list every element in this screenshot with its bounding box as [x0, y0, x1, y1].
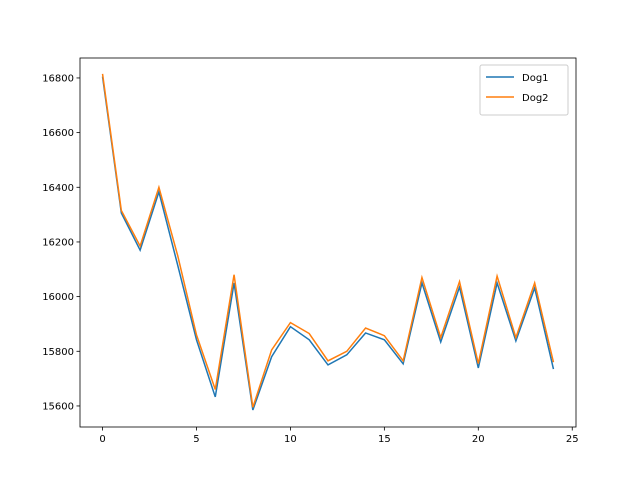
- x-tick-label: 10: [284, 434, 297, 445]
- y-tick-label: 16800: [42, 73, 74, 84]
- x-tick-label: 0: [99, 434, 105, 445]
- x-tick-label: 25: [566, 434, 579, 445]
- x-tick-label: 20: [472, 434, 485, 445]
- legend-label: Dog1: [522, 73, 549, 84]
- x-tick-label: 5: [193, 434, 199, 445]
- y-tick-label: 16000: [42, 292, 74, 303]
- line-series: [101, 76, 555, 411]
- y-tick-label: 16200: [42, 237, 74, 248]
- y-tick-label: 15800: [42, 347, 74, 358]
- x-tick-label: 15: [378, 434, 391, 445]
- y-tick-label: 15600: [42, 401, 74, 412]
- legend-label: Dog2: [522, 93, 549, 104]
- axes-frame: [79, 57, 577, 428]
- y-tick-label: 16400: [42, 183, 74, 194]
- line-series: [101, 73, 555, 408]
- y-tick-label: 16600: [42, 128, 74, 139]
